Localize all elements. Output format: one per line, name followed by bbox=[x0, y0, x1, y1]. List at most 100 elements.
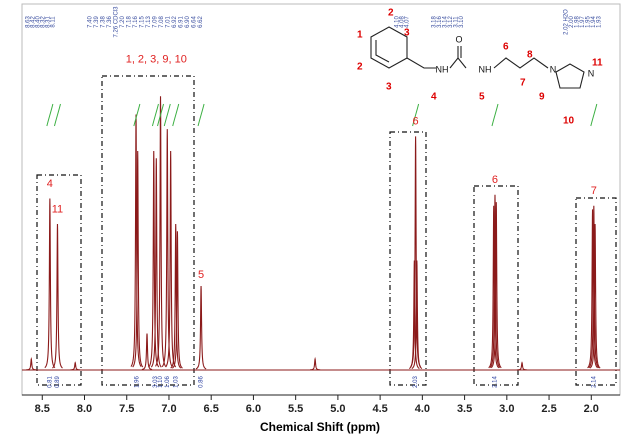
peak-list-label: 8.42 bbox=[31, 16, 37, 28]
peak-list-label: 7.15 bbox=[140, 16, 146, 28]
atom: N bbox=[550, 64, 557, 74]
peak bbox=[130, 114, 142, 367]
integral-label: 1.03 bbox=[173, 376, 179, 388]
atom-number: 3 bbox=[386, 82, 392, 93]
peak bbox=[490, 202, 502, 369]
peak-list-label: 3.18 bbox=[432, 16, 438, 28]
integral-label: 2.14 bbox=[591, 376, 597, 388]
integral-label: 1.06 bbox=[165, 376, 171, 388]
chain bbox=[493, 57, 549, 69]
peak bbox=[195, 286, 207, 370]
x-tick-label: 4.5 bbox=[372, 403, 387, 415]
atom-number: 4 bbox=[431, 92, 437, 103]
region-box bbox=[473, 185, 519, 386]
peak-list-label: 1.97 bbox=[580, 16, 586, 28]
peak bbox=[488, 205, 500, 369]
integral-label: 0.81 bbox=[47, 376, 53, 388]
x-tick-label: 3.0 bbox=[499, 403, 514, 415]
peak-list-label: 3.12 bbox=[448, 16, 454, 28]
peak bbox=[44, 198, 56, 369]
plot-frame bbox=[21, 3, 621, 396]
peak-list-label: 7.26 CDCl3 bbox=[114, 6, 120, 38]
integral-curve bbox=[172, 103, 180, 127]
atom-number: 1 bbox=[357, 30, 363, 41]
peak bbox=[489, 194, 501, 369]
structure: NH O NH N N 1 2 2 3 3 4 5 6 7 8 9 10 11 bbox=[357, 8, 603, 127]
integral-curve bbox=[197, 103, 205, 127]
peak bbox=[516, 361, 528, 371]
peak bbox=[310, 356, 321, 371]
peak-list-label: 7.38 bbox=[101, 16, 107, 28]
peak-list-label: 3.11 bbox=[454, 16, 460, 28]
bond bbox=[449, 57, 467, 69]
peak bbox=[165, 150, 177, 368]
x-tick-label: 6.0 bbox=[246, 403, 261, 415]
x-tick-label: 8.0 bbox=[77, 403, 92, 415]
atom: NH bbox=[479, 64, 492, 74]
integral-curve bbox=[53, 103, 61, 127]
peak-list-label: 7.36 bbox=[107, 16, 113, 28]
x-tick-label: 7.0 bbox=[161, 403, 176, 415]
peak-annotation: 11 bbox=[52, 203, 63, 215]
peak-list-label: 7.09 bbox=[153, 16, 159, 28]
x-axis-title: Chemical Shift (ppm) bbox=[260, 420, 380, 434]
atom-number: 2 bbox=[388, 8, 394, 19]
peak bbox=[170, 223, 182, 369]
integral-curve bbox=[590, 103, 598, 127]
x-tick-label: 2.0 bbox=[584, 403, 599, 415]
peak-list-label: 7.08 bbox=[159, 16, 165, 28]
peak-list-label: 8.32 bbox=[41, 16, 47, 28]
x-tick-label: 2.5 bbox=[541, 403, 556, 415]
imidazole bbox=[555, 63, 585, 89]
peak bbox=[411, 260, 423, 369]
peak bbox=[52, 223, 63, 369]
atom: O bbox=[455, 34, 462, 44]
peak-annotation: 4 bbox=[47, 178, 53, 190]
integral-curve bbox=[151, 103, 159, 127]
peak-annotation: 1, 2, 3, 9, 10 bbox=[126, 54, 187, 66]
peak bbox=[172, 231, 183, 369]
peak-annotation: 6 bbox=[413, 116, 419, 128]
atom-number: 10 bbox=[563, 116, 575, 127]
peak bbox=[150, 158, 162, 368]
atom: NH bbox=[436, 64, 449, 74]
ring-inner bbox=[375, 40, 390, 63]
peak-list-label: 7.20 bbox=[120, 16, 126, 28]
peak bbox=[26, 356, 37, 371]
peak-list-label: 3.10 bbox=[459, 16, 465, 28]
integral-curve bbox=[157, 103, 165, 127]
atom: N bbox=[588, 68, 595, 78]
peak-list-label: 7.40 bbox=[88, 16, 94, 28]
integral-label: 0.89 bbox=[55, 376, 61, 388]
region-box bbox=[575, 197, 617, 386]
peak-list-label: 7.01 bbox=[166, 16, 172, 28]
peak-list-label: 8.63 bbox=[26, 16, 32, 28]
x-tick-label: 5.0 bbox=[330, 403, 345, 415]
atom-number: 11 bbox=[592, 58, 603, 69]
region-box bbox=[101, 75, 195, 386]
atom-number: 9 bbox=[539, 92, 545, 103]
integral-curve bbox=[163, 103, 171, 127]
atom-number: 2 bbox=[357, 62, 363, 73]
peak-list-label: 8.40 bbox=[36, 16, 42, 28]
peak-annotation: 6 bbox=[492, 174, 498, 186]
peak-annotation: 7 bbox=[591, 185, 597, 197]
peak-list-label: 8.11 bbox=[51, 16, 57, 28]
peak bbox=[132, 150, 144, 368]
peak-list-label: 4.08 bbox=[400, 16, 406, 28]
integral-curve bbox=[412, 103, 420, 127]
x-tick-label: 6.5 bbox=[204, 403, 219, 415]
peak-list-label: 8.31 bbox=[46, 16, 52, 28]
peak-list-label: 2.02 H2O bbox=[564, 9, 570, 35]
peak-list-label: 1.98 bbox=[575, 16, 581, 28]
peak-list-label: 3.16 bbox=[437, 16, 443, 28]
atom-number: 5 bbox=[479, 92, 485, 103]
atom-number: 6 bbox=[503, 42, 509, 53]
peak-list-label: 4.10 bbox=[395, 16, 401, 28]
peak-annotation: 5 bbox=[198, 269, 204, 281]
peak-list-label: 1.95 bbox=[586, 16, 592, 28]
integral-label: 1.96 bbox=[134, 376, 140, 388]
x-tick-label: 7.5 bbox=[119, 403, 134, 415]
peak bbox=[589, 223, 601, 369]
